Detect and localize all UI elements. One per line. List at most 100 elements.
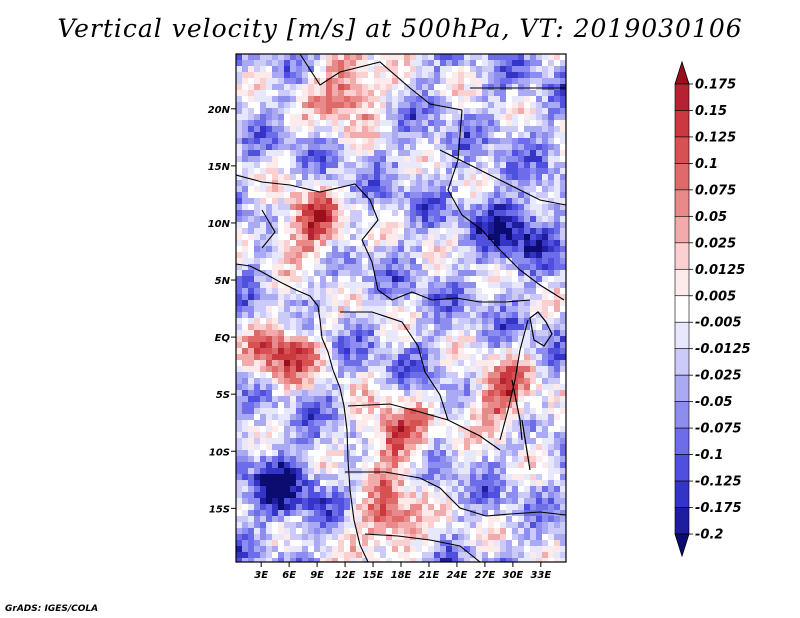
field-cell	[548, 348, 555, 355]
field-cell	[500, 216, 507, 223]
field-cell	[350, 474, 357, 481]
field-cell	[236, 156, 243, 163]
field-cell	[542, 462, 549, 469]
field-cell	[458, 60, 465, 67]
field-cell	[248, 384, 255, 391]
field-cell	[548, 282, 555, 289]
field-cell	[356, 114, 363, 121]
field-cell	[536, 522, 543, 529]
field-cell	[476, 372, 483, 379]
field-cell	[362, 294, 369, 301]
field-cell	[542, 210, 549, 217]
field-cell	[350, 174, 357, 181]
field-cell	[374, 96, 381, 103]
field-cell	[434, 396, 441, 403]
field-cell	[560, 126, 566, 133]
border-line	[447, 109, 565, 301]
field-cell	[308, 438, 315, 445]
field-cell	[272, 372, 279, 379]
field-cell	[374, 78, 381, 85]
field-cell	[314, 204, 321, 211]
field-cell	[416, 516, 423, 523]
field-cell	[428, 516, 435, 523]
field-cell	[410, 78, 417, 85]
field-cell	[362, 366, 369, 373]
field-cell	[380, 54, 387, 61]
field-cell	[338, 528, 345, 535]
field-cell	[326, 168, 333, 175]
field-cell	[428, 504, 435, 511]
field-cell	[404, 444, 411, 451]
field-cell	[302, 342, 309, 349]
field-cell	[308, 528, 315, 535]
field-cell	[296, 390, 303, 397]
field-cell	[386, 438, 393, 445]
field-cell	[536, 402, 543, 409]
field-cell	[458, 282, 465, 289]
field-cell	[434, 318, 441, 325]
field-cell	[464, 468, 471, 475]
field-cell	[488, 102, 495, 109]
field-cell	[272, 192, 279, 199]
field-cell	[398, 252, 405, 259]
field-cell	[428, 276, 435, 283]
field-cell	[434, 84, 441, 91]
field-cell	[392, 438, 399, 445]
field-cell	[452, 354, 459, 361]
field-cell	[530, 462, 537, 469]
field-cell	[374, 144, 381, 151]
field-cell	[476, 78, 483, 85]
field-cell	[458, 72, 465, 79]
field-cell	[248, 186, 255, 193]
field-cell	[476, 54, 483, 61]
field-cell	[380, 114, 387, 121]
field-cell	[374, 336, 381, 343]
field-cell	[350, 264, 357, 271]
field-cell	[278, 60, 285, 67]
field-cell	[500, 234, 507, 241]
field-cell	[482, 300, 489, 307]
field-cell	[518, 144, 525, 151]
field-cell	[314, 300, 321, 307]
field-cell	[452, 96, 459, 103]
field-cell	[266, 120, 273, 127]
field-cell	[290, 264, 297, 271]
field-cell	[326, 162, 333, 169]
field-cell	[356, 372, 363, 379]
field-cell	[470, 444, 477, 451]
field-cell	[398, 102, 405, 109]
field-cell	[416, 432, 423, 439]
field-cell	[320, 294, 327, 301]
field-cell	[344, 240, 351, 247]
field-cell	[332, 198, 339, 205]
field-cell	[332, 534, 339, 541]
field-cell	[374, 210, 381, 217]
field-cell	[554, 336, 561, 343]
field-cell	[512, 456, 519, 463]
field-cell	[500, 504, 507, 511]
field-cell	[350, 354, 357, 361]
field-cell	[338, 384, 345, 391]
field-cell	[350, 186, 357, 193]
field-cell	[422, 54, 429, 61]
field-cell	[350, 294, 357, 301]
field-cell	[362, 282, 369, 289]
field-cell	[272, 456, 279, 463]
field-cell	[512, 72, 519, 79]
field-cell	[488, 426, 495, 433]
field-cell	[332, 396, 339, 403]
field-cell	[332, 366, 339, 373]
field-cell	[554, 150, 561, 157]
field-cell	[302, 90, 309, 97]
field-cell	[302, 126, 309, 133]
field-cell	[518, 558, 525, 562]
field-cell	[512, 222, 519, 229]
field-cell	[302, 132, 309, 139]
field-cell	[404, 60, 411, 67]
field-cell	[452, 60, 459, 67]
field-cell	[476, 330, 483, 337]
field-cell	[296, 456, 303, 463]
field-cell	[482, 270, 489, 277]
field-cell	[350, 492, 357, 499]
field-cell	[410, 294, 417, 301]
